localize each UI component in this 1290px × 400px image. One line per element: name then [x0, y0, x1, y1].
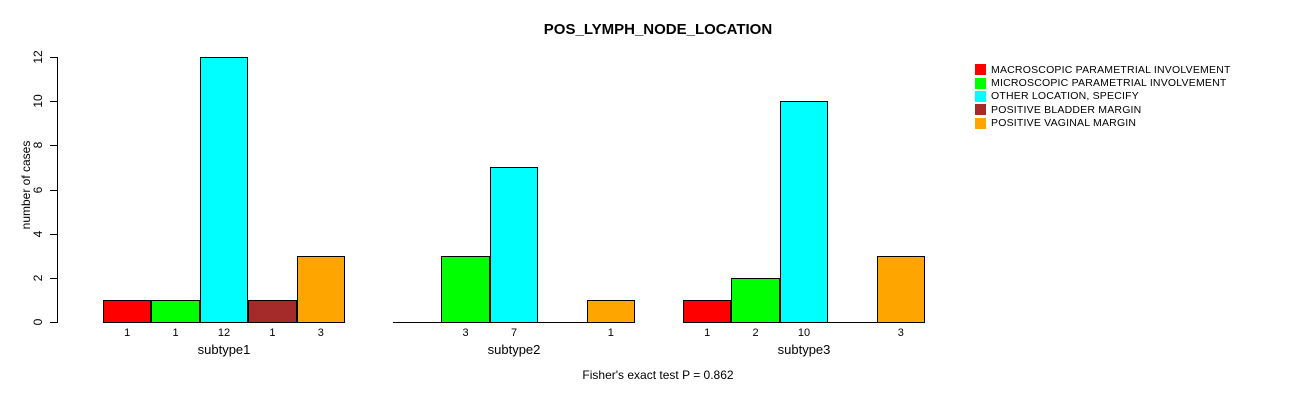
- bar: [296, 255, 345, 323]
- y-axis-label: number of cases: [19, 140, 33, 230]
- y-tick-label: 2: [31, 274, 45, 282]
- bar: [586, 299, 635, 323]
- bar: [199, 57, 249, 323]
- bar-value-label: 1: [172, 327, 179, 339]
- legend-label: POSITIVE BLADDER MARGIN: [991, 103, 1142, 116]
- bar-value-label: 1: [704, 327, 711, 339]
- bar-value-label: 12: [217, 327, 231, 339]
- bar-value-label: 3: [317, 327, 324, 339]
- legend-label: OTHER LOCATION, SPECIFY: [991, 90, 1139, 103]
- y-tick-label: 6: [31, 186, 45, 193]
- chart-title: POS_LYMPH_NODE_LOCATION: [543, 21, 773, 38]
- legend-label: MICROSCOPIC PARAMETRIAL INVOLVEMENT: [991, 77, 1227, 90]
- bar-value-label: 3: [462, 327, 469, 339]
- fisher-test-annotation: Fisher's exact test P = 0.862: [582, 368, 734, 382]
- legend-swatch: [975, 104, 986, 116]
- legend-label: POSITIVE VAGINAL MARGIN: [991, 117, 1137, 130]
- y-tick-mark: [50, 57, 57, 58]
- bar-value-label: 1: [269, 327, 276, 339]
- legend-swatch: [975, 90, 986, 102]
- y-tick-mark: [50, 322, 57, 323]
- y-tick-label: 0: [31, 318, 45, 326]
- y-tick-label: 10: [31, 94, 45, 108]
- bar: [489, 167, 539, 323]
- bar: [441, 255, 490, 323]
- y-tick-mark: [50, 101, 57, 103]
- group-label: subtype1: [197, 342, 251, 357]
- legend-swatch: [975, 117, 986, 129]
- legend-swatch: [975, 77, 986, 89]
- legend-swatch: [975, 64, 986, 76]
- legend-item: POSITIVE BLADDER MARGIN: [975, 103, 1231, 116]
- bar-value-label: 1: [607, 327, 614, 339]
- bar: [151, 299, 200, 323]
- legend-item: OTHER LOCATION, SPECIFY: [975, 90, 1231, 103]
- y-tick-label: 12: [31, 50, 45, 64]
- group-label: subtype3: [777, 342, 831, 357]
- bar: [248, 299, 297, 323]
- legend-label: MACROSCOPIC PARAMETRIAL INVOLVEMENT: [991, 63, 1231, 76]
- y-tick-mark: [50, 189, 57, 191]
- bar: [103, 299, 152, 323]
- bar: [779, 101, 829, 323]
- y-tick-label: 4: [31, 230, 45, 237]
- y-tick-mark: [50, 277, 57, 279]
- bar: [876, 255, 925, 323]
- bar: [683, 299, 732, 323]
- bar-value-label: 2: [752, 327, 759, 339]
- group-label: subtype2: [487, 342, 541, 357]
- bar-value-label: 10: [797, 327, 811, 339]
- y-tick-label: 8: [31, 141, 45, 149]
- y-axis-line: [57, 57, 58, 323]
- bar: [731, 277, 780, 323]
- legend-item: MICROSCOPIC PARAMETRIAL INVOLVEMENT: [975, 76, 1231, 89]
- legend: MACROSCOPIC PARAMETRIAL INVOLVEMENT MICRO…: [975, 63, 1231, 130]
- y-tick-mark: [50, 233, 57, 235]
- bar-value-label: 7: [510, 327, 518, 339]
- bar-value-label: 1: [124, 327, 131, 339]
- legend-item: MACROSCOPIC PARAMETRIAL INVOLVEMENT: [975, 63, 1231, 76]
- bar-value-label: 3: [897, 327, 904, 339]
- y-tick-mark: [50, 145, 57, 147]
- legend-item: POSITIVE VAGINAL MARGIN: [975, 117, 1231, 130]
